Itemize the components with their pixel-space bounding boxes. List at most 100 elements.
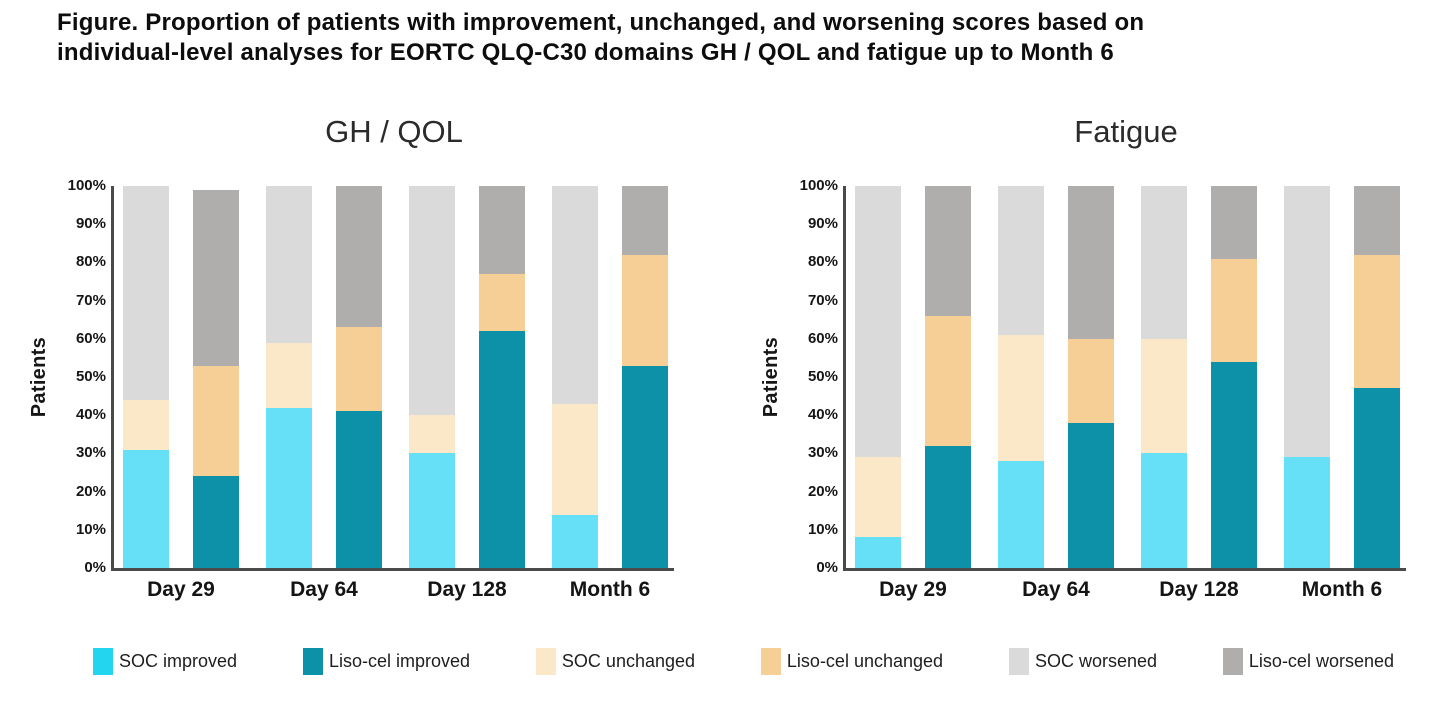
segment-liso-cel-worsened — [1068, 186, 1114, 339]
y-tick-label-0-: 0% — [816, 559, 838, 576]
segment-soc-worsened — [409, 186, 455, 416]
segment-liso-cel-unchanged — [925, 315, 971, 446]
y-axis-label: Patients — [27, 336, 50, 418]
bar-group-day-29 — [123, 186, 239, 568]
segment-liso-cel-unchanged — [1354, 254, 1400, 389]
segment-soc-unchanged — [998, 335, 1044, 462]
y-tick-label-40-: 40% — [75, 406, 106, 424]
segment-liso-cel-unchanged — [336, 327, 382, 412]
liso-cel-bar-day-64 — [336, 186, 382, 568]
segment-liso-cel-worsened — [479, 186, 525, 274]
segment-liso-cel-improved — [925, 445, 971, 568]
segment-soc-worsened — [998, 186, 1044, 335]
segment-soc-unchanged — [123, 399, 169, 450]
soc-bar-month-6 — [1284, 186, 1330, 568]
y-axis-label-wrap: Patients — [26, 186, 52, 568]
segment-liso-cel-improved — [479, 331, 525, 568]
soc-bar-day-64 — [266, 186, 312, 568]
segment-soc-worsened — [1141, 186, 1187, 339]
segment-liso-cel-improved — [193, 476, 239, 568]
bar-group-month-6 — [1284, 186, 1400, 568]
segment-soc-improved — [123, 449, 169, 568]
legend-item-liso-cel-improved: Liso-cel improved — [302, 648, 470, 675]
segment-soc-unchanged — [1141, 338, 1187, 454]
segment-liso-cel-unchanged — [1211, 258, 1257, 362]
legend-swatch-soc-improved — [93, 648, 113, 675]
y-tick-label-30-: 30% — [807, 444, 838, 462]
segment-liso-cel-worsened — [1211, 186, 1257, 259]
y-tick-label-10-: 10% — [75, 520, 106, 538]
y-tick-label-20-: 20% — [807, 482, 838, 500]
y-axis-ticks: 100% 90% 80% 70% 60% 50% 40% 30% 20% 10% 0% — [784, 177, 838, 576]
liso-cel-bar-month-6 — [1354, 186, 1400, 568]
liso-cel-bar-day-128 — [479, 186, 525, 568]
legend-swatch-soc-unchanged — [535, 648, 556, 675]
soc-bar-day-128 — [1141, 186, 1187, 568]
segment-liso-cel-worsened — [336, 186, 382, 328]
x-axis-labels: Day 29 Day 64 Day 128 Month 6 — [846, 578, 1406, 602]
x-category-label-day-64: Day 64 — [1022, 578, 1090, 601]
bar-group-month-6 — [552, 186, 668, 568]
legend-label: SOC improved — [119, 651, 238, 671]
y-tick-label-50-: 50% — [75, 368, 106, 385]
y-tick-label-20-: 20% — [75, 482, 106, 500]
segment-liso-cel-improved — [1211, 361, 1257, 568]
legend-item-liso-cel-worsened: Liso-cel worsened — [1222, 648, 1394, 675]
segment-liso-cel-unchanged — [193, 365, 239, 477]
y-tick-label-70-: 70% — [75, 291, 106, 309]
y-axis-label-wrap: Patients — [758, 186, 784, 568]
segment-liso-cel-worsened — [1354, 186, 1400, 255]
segment-liso-cel-worsened — [925, 186, 971, 316]
legend-label: Liso-cel worsened — [1248, 651, 1394, 671]
segment-soc-unchanged — [552, 403, 598, 515]
legend-item-soc-unchanged: SOC unchanged — [535, 648, 696, 675]
legend-label: SOC unchanged — [561, 651, 696, 671]
chart-title-fatigue: Fatigue — [1074, 114, 1178, 149]
segment-soc-worsened — [266, 186, 312, 343]
bar-group-day-64 — [998, 186, 1114, 568]
segment-soc-worsened — [123, 186, 169, 400]
segment-liso-cel-unchanged — [479, 273, 525, 332]
y-axis-ticks: 100% 90% 80% 70% 60% 50% 40% 30% 20% 10% 0% — [52, 177, 106, 576]
soc-bar-day-64 — [998, 186, 1044, 568]
segment-soc-improved — [1284, 457, 1330, 568]
segment-liso-cel-worsened — [622, 186, 668, 255]
segment-soc-worsened — [1284, 186, 1330, 458]
chart-body: Patients 100% 90% 80% 70% 60% 50% 40% 30% 20% 10%… — [26, 177, 714, 576]
y-tick-label-60-: 60% — [75, 329, 106, 347]
plot-area — [843, 186, 1406, 571]
bar-group-day-128 — [1141, 186, 1257, 568]
bar-group-day-64 — [266, 186, 382, 568]
chart-fatigue: Fatigue Patients 100% 90% 80% 70% 60% 50% 40% 3… — [758, 114, 1446, 602]
x-category-label-day-64: Day 64 — [290, 578, 358, 601]
segment-soc-improved — [266, 407, 312, 568]
segment-liso-cel-worsened — [193, 189, 239, 366]
chart-title-gh-qol: GH / QOL — [325, 114, 463, 149]
figure-header: Figure. Proportion of patients with impr… — [0, 0, 1446, 68]
y-tick-label-0-: 0% — [84, 559, 106, 576]
y-tick-label-50-: 50% — [807, 368, 838, 385]
legend-swatch-soc-worsened — [1008, 648, 1029, 675]
segment-liso-cel-improved — [1354, 388, 1400, 568]
liso-cel-bar-day-64 — [1068, 186, 1114, 568]
legend-label: Liso-cel unchanged — [786, 651, 944, 671]
segment-soc-improved — [1141, 453, 1187, 568]
y-tick-label-60-: 60% — [807, 329, 838, 347]
figure-title-line-1: Figure. Proportion of patients with impr… — [57, 9, 1145, 36]
segment-liso-cel-unchanged — [622, 254, 668, 366]
legend-item-liso-cel-unchanged: Liso-cel unchanged — [760, 648, 944, 675]
segment-soc-unchanged — [266, 342, 312, 408]
figure-title-line-2: individual-level analyses for EORTC QLQ-… — [57, 39, 1114, 66]
segment-soc-worsened — [855, 186, 901, 458]
soc-bar-day-29 — [123, 186, 169, 568]
chart-gh-qol: GH / QOL Patients 100% 90% 80% 70% 60% 50% 40%… — [26, 114, 714, 602]
x-axis-labels: Day 29 Day 64 Day 128 Month 6 — [114, 578, 674, 602]
segment-liso-cel-unchanged — [1068, 338, 1114, 423]
x-category-label-month-6: Month 6 — [1301, 578, 1383, 601]
soc-bar-day-128 — [409, 186, 455, 568]
x-category-label-day-29: Day 29 — [879, 578, 947, 601]
y-tick-label-80-: 80% — [75, 253, 106, 271]
segment-soc-improved — [552, 514, 598, 568]
soc-bar-month-6 — [552, 186, 598, 568]
y-tick-label-70-: 70% — [807, 291, 838, 309]
